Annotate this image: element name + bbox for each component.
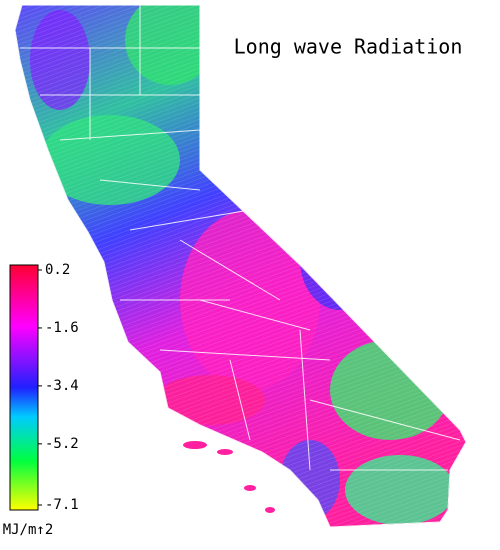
colorbar-tick-label: 0.2 xyxy=(45,262,70,278)
colorbar-label: MJ/m↑2 xyxy=(3,522,54,538)
colorbar-tick-label: -1.6 xyxy=(45,320,79,336)
map-title: Long wave Radiation xyxy=(234,35,463,59)
colorbar-tick-label: -3.4 xyxy=(45,378,79,394)
colorbar-tick-label: -7.1 xyxy=(45,497,79,513)
islands xyxy=(183,441,275,513)
colorbar xyxy=(9,264,39,511)
colorbar-tick-label: -5.2 xyxy=(45,436,79,452)
